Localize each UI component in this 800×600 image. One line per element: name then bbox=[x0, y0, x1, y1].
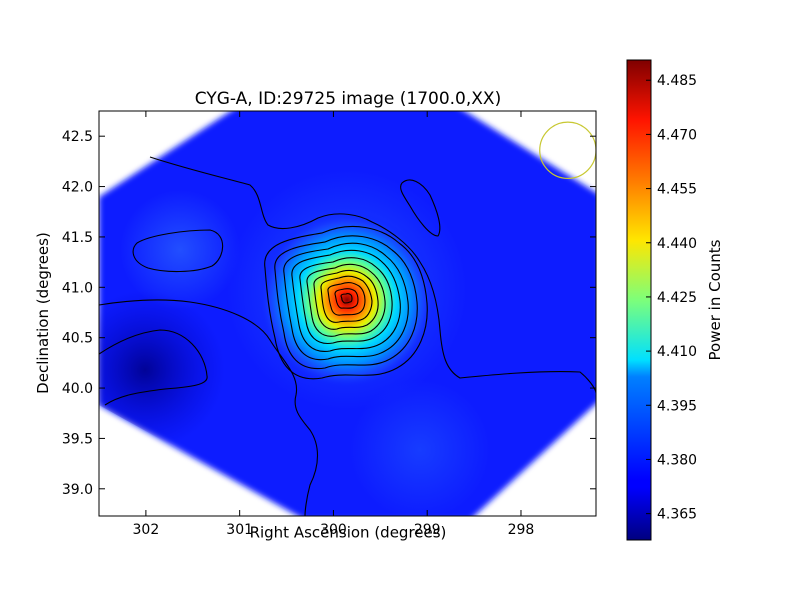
x-tick-label: 301 bbox=[226, 522, 253, 538]
y-axis-ticks: 39.0 39.5 40.0 40.5 41.0 41.5 42.0 42.5 bbox=[62, 129, 596, 498]
chart-title: CYG-A, ID:29725 image (1700.0,XX) bbox=[195, 89, 501, 109]
contour-lines bbox=[99, 156, 596, 516]
contour-dip-ne bbox=[400, 179, 441, 237]
contour-level-1 bbox=[149, 156, 596, 394]
x-axis-ticks: 302 301 300 299 298 bbox=[133, 111, 535, 538]
heatmap-image bbox=[99, 111, 596, 516]
colorbar-tick-label: 4.470 bbox=[657, 127, 697, 143]
colorbar-ticks: 4.365 4.380 4.395 4.410 4.425 4.440 4.455 4.470… bbox=[646, 73, 697, 523]
y-tick-label: 39.0 bbox=[62, 482, 93, 498]
heatmap-overlays bbox=[99, 111, 596, 516]
colorbar-tick-label: 4.440 bbox=[657, 236, 697, 252]
colorbar bbox=[626, 59, 652, 541]
y-axis-label: Declination (degrees) bbox=[34, 232, 52, 394]
contour-left-island bbox=[132, 229, 224, 273]
y-tick-label: 39.5 bbox=[62, 431, 93, 447]
y-tick-label: 41.5 bbox=[62, 230, 93, 246]
x-axis-label: Right Ascension (degrees) bbox=[250, 524, 447, 542]
beam-circle bbox=[539, 121, 596, 180]
colorbar-tick-label: 4.425 bbox=[657, 290, 697, 306]
contour-level-1c bbox=[99, 329, 208, 406]
x-tick-label: 299 bbox=[414, 522, 441, 538]
y-tick-label: 40.5 bbox=[62, 331, 93, 347]
x-tick-label: 298 bbox=[508, 522, 535, 538]
colorbar-tick-label: 4.365 bbox=[657, 507, 697, 523]
colorbar-tick-label: 4.380 bbox=[657, 452, 697, 468]
colorbar-label: Power in Counts bbox=[706, 239, 724, 360]
x-tick-label: 300 bbox=[320, 522, 347, 538]
colorbar-tick-label: 4.410 bbox=[657, 344, 697, 360]
axes-frame bbox=[98, 110, 597, 517]
x-tick-label: 302 bbox=[133, 522, 160, 538]
y-tick-label: 40.0 bbox=[62, 381, 93, 397]
y-tick-label: 41.0 bbox=[62, 280, 93, 296]
colorbar-tick-label: 4.395 bbox=[657, 398, 697, 414]
y-tick-label: 42.5 bbox=[62, 129, 93, 145]
colorbar-tick-label: 4.455 bbox=[657, 182, 697, 198]
colorbar-tick-label: 4.485 bbox=[657, 73, 697, 89]
contour-level-1b bbox=[99, 299, 319, 516]
peak-contours bbox=[264, 226, 428, 380]
y-tick-label: 42.0 bbox=[62, 180, 93, 196]
